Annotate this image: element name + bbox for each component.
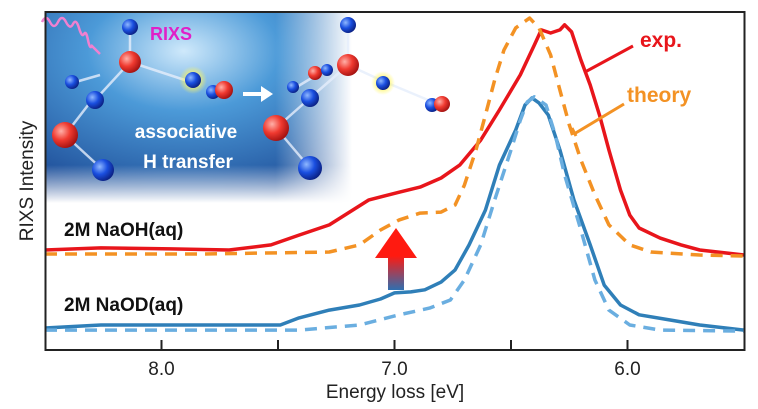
series-line-0 (44, 23, 745, 257)
inset-rixs-label: RIXS (150, 24, 192, 44)
series-line-1 (45, 16, 745, 258)
exp-label: exp. (640, 29, 682, 52)
y-axis-label: RIXS Intensity (17, 120, 38, 241)
theory-leader-line (570, 102, 625, 137)
x-ticks: 8.0 7.0 6.0 (148, 340, 641, 380)
x-tick-label: 8.0 (148, 359, 174, 380)
x-axis-label: Energy loss [eV] (326, 382, 464, 403)
increase-arrow-icon (375, 228, 417, 290)
sample-label-naoh: 2M NaOH(aq) (64, 220, 183, 241)
inset-caption-line2: H transfer (143, 152, 233, 173)
exp-leader-line (584, 44, 634, 74)
series-line-3 (45, 95, 745, 333)
x-tick-label: 6.0 (614, 359, 640, 380)
inset-illustration: RIXS associative H transfer (40, 13, 450, 203)
series-layer (44, 16, 745, 333)
arrow-right-icon (243, 86, 273, 102)
theory-label: theory (627, 84, 692, 107)
xray-wave-icon (40, 16, 101, 55)
sample-label-naod: 2M NaOD(aq) (64, 295, 183, 316)
x-tick-label: 7.0 (381, 359, 407, 380)
series-line-2 (44, 96, 745, 332)
inset-caption-line1: associative (135, 122, 237, 143)
